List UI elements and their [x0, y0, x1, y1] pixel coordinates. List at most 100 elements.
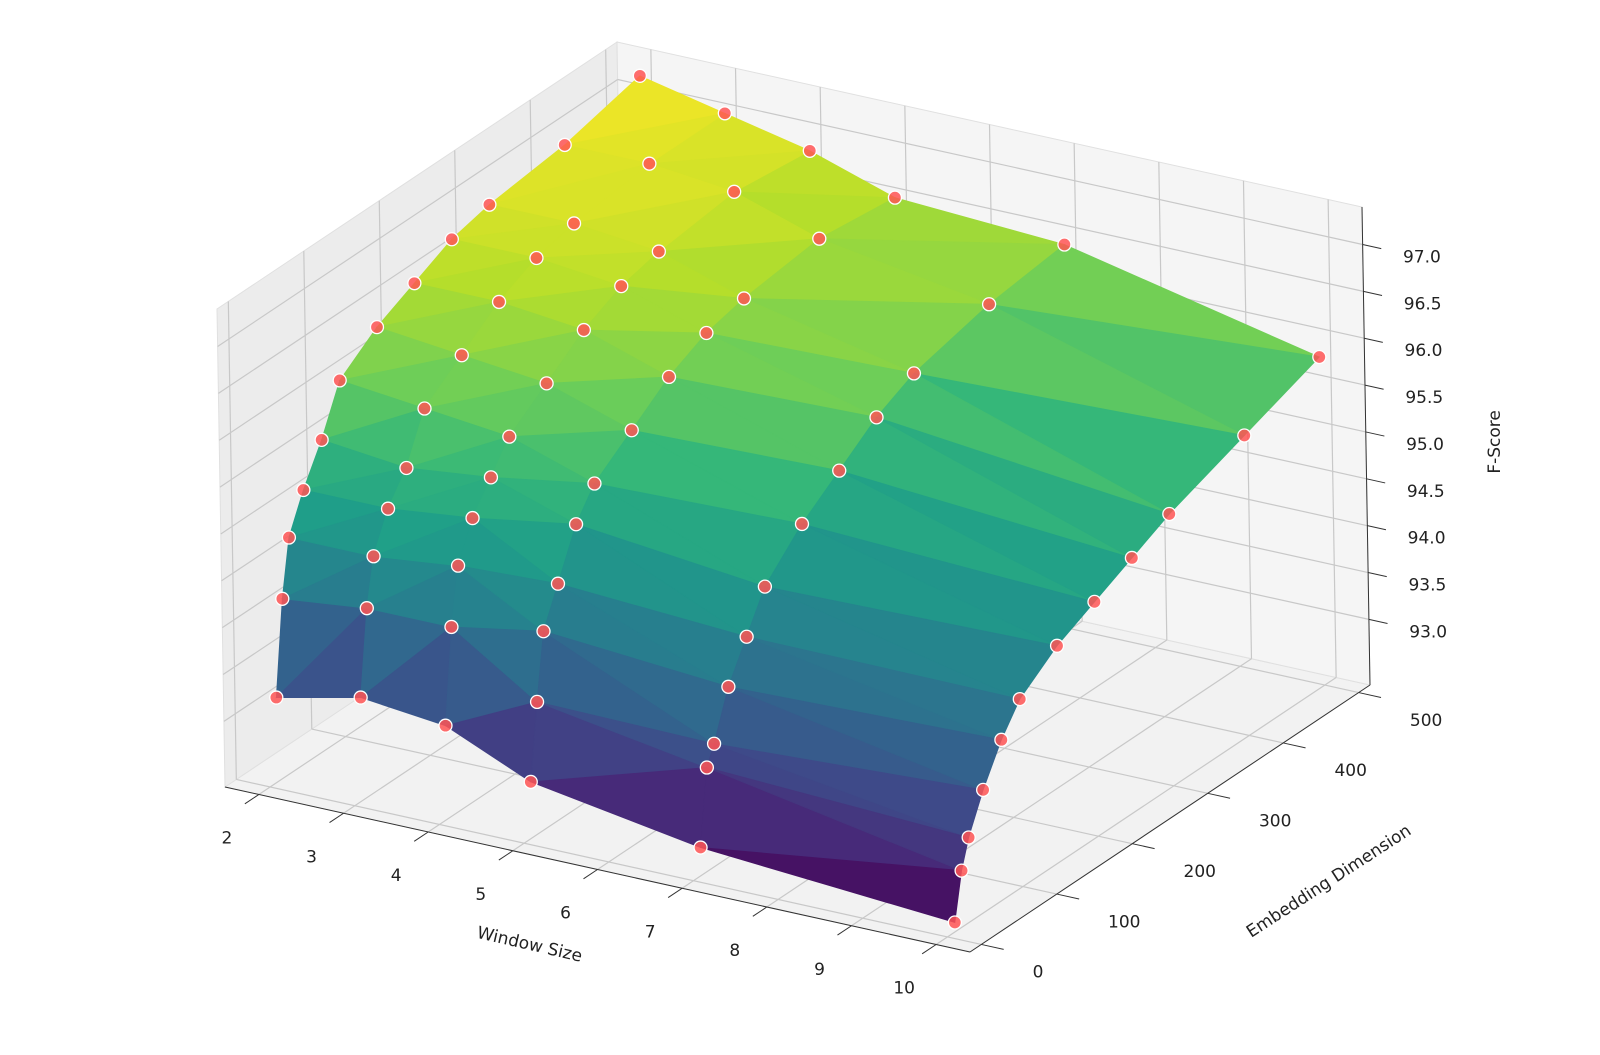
z-tick-label: 96.5 [1404, 294, 1442, 314]
data-point [994, 732, 1009, 747]
data-point [454, 348, 469, 363]
data-point [1312, 349, 1327, 365]
data-point [438, 718, 453, 733]
z-tick [1364, 337, 1383, 343]
data-point [269, 690, 284, 705]
grid-line [935, 677, 1337, 945]
grid-line [227, 301, 237, 780]
z-tick-label: 94.0 [1408, 529, 1446, 549]
data-point [699, 760, 714, 775]
data-point [661, 369, 677, 385]
data-point [887, 190, 903, 205]
data-point [314, 432, 329, 448]
data-point [483, 470, 499, 485]
surface-facet [839, 470, 1133, 603]
grid-line [217, 78, 618, 347]
data-point [1012, 691, 1027, 707]
data-point [812, 231, 827, 246]
z-tick [1365, 431, 1385, 437]
data-point [536, 624, 551, 639]
z-tick-label: 94.5 [1407, 482, 1445, 502]
y-tick [1283, 742, 1306, 749]
grid-line [236, 778, 982, 946]
data-point [465, 510, 480, 526]
data-point [380, 501, 396, 516]
data-point [275, 591, 290, 606]
surface-facet [728, 686, 1002, 791]
y-tick [1132, 843, 1155, 850]
x-tick-label: 8 [729, 941, 740, 961]
x-tick [583, 869, 598, 880]
x-tick [498, 850, 514, 861]
data-point [353, 690, 368, 705]
surface-facet [713, 743, 984, 838]
data-point [1049, 638, 1065, 653]
data-point [366, 549, 381, 564]
data-point [981, 297, 997, 312]
data-point [417, 401, 432, 416]
data-point [954, 863, 969, 878]
data-point [1162, 506, 1177, 522]
data-point [296, 482, 311, 498]
data-point [624, 423, 639, 438]
z-tick [1362, 244, 1382, 250]
data-point [568, 517, 584, 532]
data-point [1237, 428, 1252, 443]
grid-line [617, 78, 1363, 246]
data-point [566, 216, 582, 231]
data-point [869, 410, 884, 425]
x-tick [837, 925, 852, 936]
data-point [529, 250, 544, 266]
data-point [802, 143, 817, 158]
y-tick-label: 400 [1334, 761, 1366, 781]
y-tick-label: 0 [1033, 963, 1044, 983]
surface-facet [706, 767, 970, 872]
data-point [832, 463, 847, 478]
x-tick [329, 812, 344, 824]
data-point [717, 106, 732, 121]
x-tick-label: 5 [475, 885, 486, 905]
data-point [557, 137, 572, 153]
y-tick-label: 300 [1259, 812, 1291, 832]
x-tick-label: 10 [893, 979, 915, 999]
z-tick [1363, 290, 1383, 296]
data-point [482, 197, 497, 212]
surface-facet [746, 636, 1021, 741]
data-point [961, 830, 976, 845]
data-point [706, 736, 722, 751]
x-tick [921, 944, 937, 955]
x-axis-label: Window Size [475, 923, 584, 967]
data-point [757, 579, 773, 594]
x-tick-label: 9 [814, 960, 825, 980]
data-point [736, 291, 752, 306]
z-tick-label: 93.5 [1408, 575, 1446, 595]
z-tick-label: 95.5 [1405, 388, 1443, 408]
data-point [693, 840, 708, 855]
data-point [739, 629, 754, 644]
data-point [614, 278, 629, 294]
data-point [359, 601, 374, 616]
x-tick [667, 887, 683, 899]
x-axis [224, 786, 971, 953]
data-point [632, 68, 648, 83]
data-point [947, 915, 962, 930]
data-point [369, 319, 385, 335]
data-point [727, 184, 742, 199]
data-point [906, 366, 922, 381]
x-tick-label: 7 [645, 922, 656, 942]
x-tick-label: 6 [560, 904, 571, 924]
z-tick-label: 97.0 [1403, 247, 1441, 267]
data-point [332, 373, 347, 388]
data-point [794, 516, 810, 532]
data-point [576, 322, 592, 338]
y-tick [981, 943, 1004, 950]
data-point [399, 460, 414, 476]
y-tick-label: 500 [1410, 711, 1442, 731]
y-tick [1207, 792, 1231, 799]
data-point [1057, 237, 1072, 252]
surface-facet [700, 847, 963, 924]
data-point [539, 376, 554, 391]
data-point [450, 558, 466, 573]
data-point [529, 694, 545, 710]
